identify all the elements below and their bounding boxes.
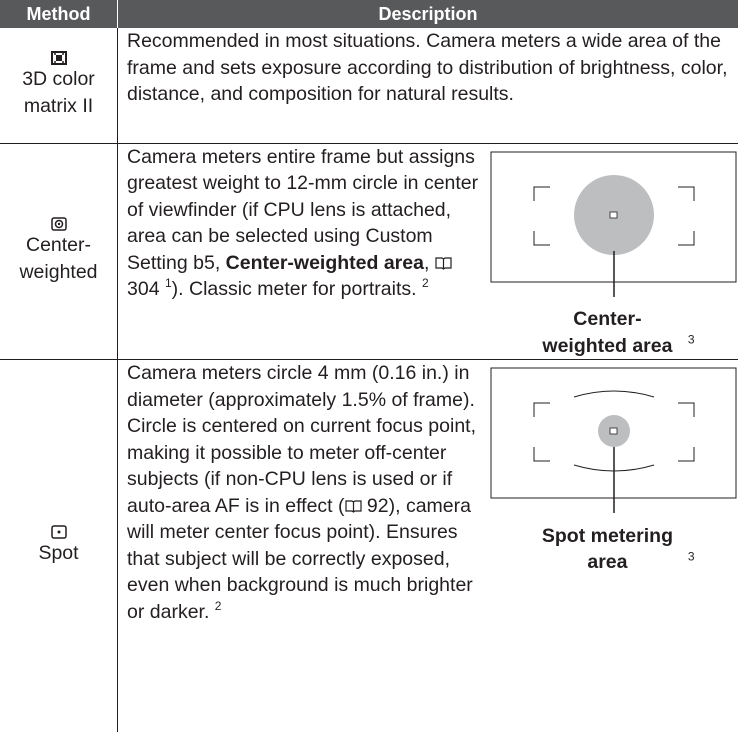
description-cell: Camera meters entire frame but assigns g… (118, 143, 738, 360)
method-label: Center-weighted (9, 232, 109, 285)
header-cell: Description (118, 0, 738, 28)
row: Center-weighted Camera meters entire fra… (0, 143, 738, 360)
description-text: Camera meters entire frame but assigns g… (118, 144, 489, 360)
row: Spot Camera meters circle 4 mm (0.16 in.… (0, 360, 738, 732)
figure: Center-weighted area 3 (489, 144, 738, 360)
text: , (424, 252, 429, 274)
header-row: Method Description (0, 0, 738, 28)
method-cell: Center-weighted (0, 143, 118, 360)
row: 3D color matrix II Recommended in most s… (0, 28, 738, 143)
matrix-icon (51, 51, 67, 65)
viewfinder-diagram (490, 367, 738, 513)
description-layout: Camera meters entire frame but assigns g… (118, 144, 738, 360)
description-text: Camera meters circle 4 mm (0.16 in.) in … (118, 360, 489, 625)
text: Camera meters circle 4 mm (0.16 in.) in … (127, 362, 476, 517)
method-cell: 3D color matrix II (0, 28, 118, 143)
spot-icon (51, 525, 67, 539)
description-cell: Camera meters circle 4 mm (0.16 in.) in … (118, 360, 738, 732)
page-ref: 304 (127, 278, 160, 300)
footnote-mark: 2 (422, 276, 429, 290)
header-cell: Method (0, 0, 118, 28)
footnote-mark: 3 (688, 549, 695, 563)
viewfinder-diagram (490, 151, 738, 297)
setting-name: Center-weighted area (226, 252, 424, 274)
text: ). Classic meter for portraits. (172, 278, 417, 300)
figure-caption: Center-weighted area 3 (489, 306, 738, 359)
figure: Spot metering area 3 (489, 360, 738, 625)
footnote-mark: 2 (215, 599, 222, 613)
page-ref: 92 (367, 495, 389, 517)
page: Method Description 3D color matrix II Re… (0, 0, 738, 699)
caption-text: Center-weighted area (532, 306, 682, 359)
description-text: Recommended in most situations. Camera m… (127, 30, 728, 105)
description-cell: Recommended in most situations. Camera m… (118, 28, 738, 143)
footnote-mark: 1 (165, 276, 172, 290)
center-weighted-icon (51, 217, 67, 231)
description-layout: Camera meters circle 4 mm (0.16 in.) in … (118, 360, 738, 625)
footnote-mark: 3 (688, 333, 695, 347)
figure-caption: Spot metering area 3 (489, 523, 738, 576)
page-ref-icon (345, 499, 362, 513)
page-ref-icon (435, 256, 452, 270)
caption-text: Spot metering area (532, 523, 682, 576)
method-cell: Spot (0, 360, 118, 732)
method-label: 3D color matrix II (14, 66, 104, 119)
method-label: Spot (0, 540, 117, 567)
